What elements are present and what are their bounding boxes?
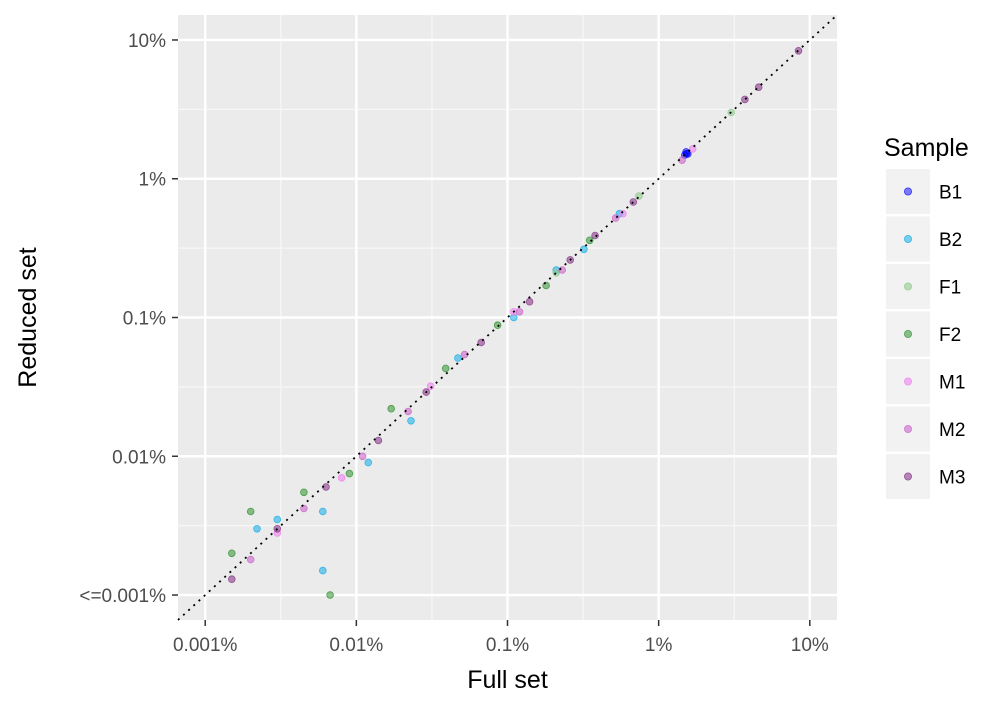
data-point-b2 xyxy=(273,515,282,524)
y-tick-label: <=0.001% xyxy=(79,586,166,607)
data-point-m3 xyxy=(374,436,383,445)
y-tick-label: 10% xyxy=(128,31,166,52)
data-point-m1 xyxy=(688,145,697,153)
data-point-b2 xyxy=(318,507,327,516)
legend-item-m2: M2 xyxy=(886,406,965,452)
legend-key-swatch xyxy=(904,424,913,433)
legend-item-m3: M3 xyxy=(886,454,965,499)
legend-label: M3 xyxy=(939,468,965,489)
data-point-m2 xyxy=(558,266,566,274)
legend-key-swatch xyxy=(904,282,913,291)
data-point-b2 xyxy=(253,524,261,533)
legend-item-m1: M1 xyxy=(886,359,965,404)
legend-label: M1 xyxy=(939,373,965,394)
legend-label: M2 xyxy=(939,420,965,441)
legend-key-swatch xyxy=(904,187,913,196)
data-point-b2 xyxy=(318,566,327,575)
data-point-b1 xyxy=(682,148,690,156)
x-tick-label: 10% xyxy=(791,635,829,656)
legend: Sample B1 B2 F1 F2 M1 M2 M3 xyxy=(884,134,969,499)
series-f2 xyxy=(228,236,594,599)
legend-key-swatch xyxy=(904,329,913,338)
series-m2 xyxy=(246,156,686,564)
x-tick-label: 0.001% xyxy=(173,635,238,656)
y-tick-label: 0.01% xyxy=(112,447,166,468)
data-point-f2 xyxy=(387,404,396,413)
data-point-f2 xyxy=(246,507,255,516)
data-point-m2 xyxy=(246,555,255,564)
legend-label: F2 xyxy=(939,325,961,346)
legend-item-f1: F1 xyxy=(886,264,961,309)
data-point-b2 xyxy=(454,354,462,362)
data-point-m3 xyxy=(794,46,803,55)
grid-lines xyxy=(178,15,837,620)
x-tick-label: 0.01% xyxy=(329,635,383,656)
data-point-m3 xyxy=(629,198,638,206)
series-b1 xyxy=(680,148,692,159)
y-tick-label: 1% xyxy=(139,170,167,191)
legend-item-b1: B1 xyxy=(886,169,962,214)
data-point-m1 xyxy=(426,382,435,391)
data-point-f1 xyxy=(635,192,643,200)
data-point-m3 xyxy=(591,231,599,240)
legend-label: F1 xyxy=(939,278,961,299)
data-point-m3 xyxy=(525,297,534,306)
legend-keys: B1 B2 F1 F2 M1 M2 M3 xyxy=(886,169,965,499)
data-point-m1 xyxy=(619,209,627,218)
legend-key-swatch xyxy=(904,377,913,386)
x-tick-label: 0.1% xyxy=(486,635,529,656)
legend-label: B1 xyxy=(939,183,962,204)
data-point-f2 xyxy=(441,364,450,373)
legend-item-f2: F2 xyxy=(886,311,961,357)
data-point-f2 xyxy=(585,236,594,245)
data-point-m3 xyxy=(741,95,749,104)
x-tick-label: 1% xyxy=(645,635,673,656)
data-point-m2 xyxy=(515,307,524,316)
data-point-f2 xyxy=(300,488,308,497)
data-point-m1 xyxy=(337,473,346,482)
data-point-m3 xyxy=(228,575,236,583)
data-point-f2 xyxy=(326,591,334,599)
y-axis-title: Reduced set xyxy=(14,247,42,387)
data-point-f2 xyxy=(493,321,502,330)
legend-title: Sample xyxy=(884,134,969,162)
data-points xyxy=(228,46,803,599)
y-axis-ticks: <=0.001% 0.01% 0.1% 1% 10% xyxy=(79,31,178,607)
data-point-f2 xyxy=(228,549,236,558)
y-tick-label: 0.1% xyxy=(123,309,166,330)
x-axis-ticks: 0.001% 0.01% 0.1% 1% 10% xyxy=(173,620,829,656)
x-axis-title: Full set xyxy=(467,666,548,694)
legend-label: B2 xyxy=(939,230,962,251)
data-point-m2 xyxy=(358,452,367,461)
data-point-m2 xyxy=(611,214,620,222)
series-m3 xyxy=(228,46,803,583)
legend-item-b2: B2 xyxy=(886,216,962,262)
legend-key-swatch xyxy=(904,234,913,243)
legend-key-swatch xyxy=(904,472,913,481)
data-point-b2 xyxy=(364,458,373,467)
data-point-b2 xyxy=(407,416,415,425)
data-point-f2 xyxy=(345,469,354,478)
